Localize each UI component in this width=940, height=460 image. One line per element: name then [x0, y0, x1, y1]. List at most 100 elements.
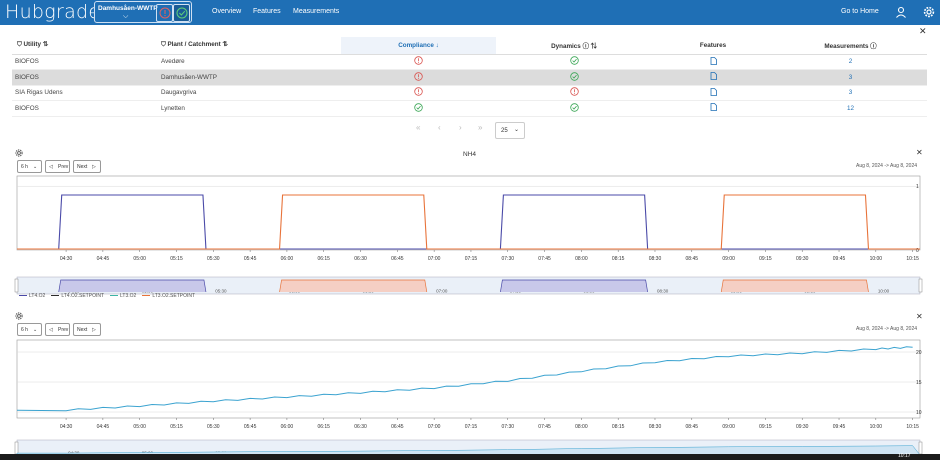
user-icon[interactable] [895, 6, 907, 18]
close-chart-icon[interactable]: ✕ [916, 312, 923, 321]
sort-icon[interactable]: ⇅ [222, 41, 229, 49]
cell-features[interactable] [652, 69, 774, 86]
cell-compliance[interactable] [341, 54, 496, 70]
column-header-utility[interactable]: ⛉ Utility ⇅ [12, 37, 158, 55]
y-tick-label: 15 [916, 380, 922, 386]
document-icon[interactable] [710, 103, 717, 112]
y-tick-label: 10 [916, 410, 922, 416]
cell-measurements[interactable]: 2 [774, 54, 927, 70]
legend-item[interactable]: LT3.O2.SETPOINT [142, 293, 195, 299]
window-select[interactable]: 6 h ⌄ [17, 160, 42, 173]
x-tick-label: 07:15 [465, 256, 478, 262]
info-icon[interactable]: ⓘ [870, 42, 877, 50]
navigator-tick-label: 07:00 [436, 289, 448, 294]
x-tick-label: 05:00 [133, 256, 146, 262]
filter-icon[interactable]: ⛉ [161, 41, 166, 49]
cell-plant: Avedøre [158, 54, 341, 70]
next-page-button[interactable]: › [459, 123, 462, 132]
measurements-count-link[interactable]: 12 [846, 104, 854, 112]
prev-button[interactable]: ◁ Prev [45, 160, 70, 173]
last-page-button[interactable]: » [478, 123, 483, 132]
measurements-count-link[interactable]: 3 [848, 73, 853, 81]
cell-plant: Lynetten [158, 100, 341, 117]
cell-compliance[interactable] [341, 100, 496, 117]
check-circle-icon [569, 103, 579, 112]
column-header-compliance[interactable]: Compliance ↓ [341, 37, 496, 55]
first-page-button[interactable]: « [416, 123, 421, 132]
chevron-right-icon: ▷ [92, 327, 96, 333]
legend-item[interactable]: LT4.O2.SETPOINT [51, 293, 104, 299]
table-row[interactable]: BIOFOS Lynetten 12 [12, 100, 927, 117]
x-tick-label: 06:45 [391, 424, 404, 430]
go-to-home-link[interactable]: Go to Home [841, 8, 879, 15]
next-button[interactable]: Next ▷ [73, 160, 101, 173]
page-size-select[interactable]: 25 ⌄ [495, 122, 525, 139]
check-circle-icon [176, 7, 188, 19]
nav-link-features[interactable]: Features [253, 8, 281, 15]
cell-compliance[interactable] [341, 69, 496, 86]
column-header-dynamics[interactable]: Dynamics ⓘ ⇅ [496, 37, 652, 55]
document-icon[interactable] [710, 56, 717, 65]
sort-desc-icon[interactable]: ↓ [435, 41, 439, 49]
cell-utility: BIOFOS [12, 54, 158, 70]
sort-icon[interactable]: ⇅ [590, 42, 597, 50]
x-tick-label: 10:00 [870, 256, 883, 262]
gear-icon[interactable] [15, 149, 23, 157]
date-range: Aug 8, 2024 -> Aug 8, 2024 [856, 326, 918, 332]
line-chart-2[interactable]: 20 15 10 04:30 04:45 05:00 05:15 05:30 05:45 06:0… [0, 334, 940, 454]
info-icon[interactable]: ⓘ [582, 42, 589, 50]
gear-icon[interactable] [15, 312, 23, 320]
cell-features[interactable] [652, 54, 774, 70]
prev-button[interactable]: ◁ Prev [45, 323, 70, 336]
y-tick-label: 20 [916, 350, 922, 356]
cell-measurements[interactable]: 3 [774, 69, 927, 86]
filter-icon[interactable]: ⛉ [17, 41, 22, 49]
navigator-handle-right [918, 441, 923, 454]
cell-measurements[interactable]: 12 [774, 100, 927, 117]
table-row[interactable]: BIOFOS Avedøre 2 [12, 54, 927, 70]
gear-icon[interactable] [923, 6, 935, 18]
cell-features[interactable] [652, 85, 774, 101]
nav-link-overview[interactable]: Overview [212, 8, 242, 15]
measurements-count-link[interactable]: 2 [848, 58, 853, 66]
cell-features[interactable] [652, 100, 774, 117]
next-button[interactable]: Next ▷ [73, 323, 101, 336]
cell-dynamics[interactable] [496, 69, 652, 86]
chevron-down-icon[interactable]: ⌵ [123, 13, 129, 20]
x-tick-label: 09:30 [796, 424, 809, 430]
x-tick-label: 08:45 [686, 256, 699, 262]
measurements-count-link[interactable]: 3 [848, 89, 853, 97]
column-header-measurements: Measurements ⓘ [774, 37, 927, 55]
window-select[interactable]: 6 h ⌄ [17, 323, 42, 336]
series-line [16, 346, 913, 412]
compliance-filter-button[interactable] [156, 4, 173, 22]
app-logo[interactable]: Hubgrade [5, 1, 101, 23]
nav-link-measurements[interactable]: Measurements [293, 8, 340, 15]
cell-measurements[interactable]: 3 [774, 85, 927, 101]
cell-utility: BIOFOS [12, 100, 158, 117]
close-table-panel-icon[interactable]: ✕ [919, 26, 927, 36]
dynamics-filter-button[interactable] [173, 4, 190, 22]
legend-label: LT3.O2.SETPOINT [152, 293, 196, 299]
close-chart-icon[interactable]: ✕ [916, 148, 923, 157]
document-icon[interactable] [710, 72, 717, 81]
legend-item[interactable]: LT4.O2 [19, 293, 45, 299]
plant-selector[interactable]: Damhusåen-WWTP ⌵ [94, 1, 192, 23]
prev-page-button[interactable]: ‹ [438, 123, 441, 132]
legend-item[interactable]: LT3.O2 [110, 293, 136, 299]
x-tick-label: 06:00 [281, 424, 294, 430]
cell-dynamics[interactable] [496, 85, 652, 101]
sort-icon[interactable]: ⇅ [42, 41, 49, 49]
column-header-plant[interactable]: ⛉ Plant / Catchment ⇅ [158, 37, 341, 55]
cell-dynamics[interactable] [496, 54, 652, 70]
x-tick-label: 09:30 [796, 256, 809, 262]
table-row[interactable]: SIA Rigas Udens Daugavgriva 3 [12, 85, 927, 101]
column-header-features: Features [652, 37, 774, 55]
cell-dynamics[interactable] [496, 100, 652, 117]
table-row[interactable]: BIOFOS Damhusåen-WWTP 3 [12, 69, 927, 86]
document-icon[interactable] [710, 87, 717, 96]
cell-compliance[interactable] [341, 85, 496, 101]
navigator-series [58, 279, 207, 293]
x-tick-label: 09:15 [759, 256, 772, 262]
nh4-chart[interactable]: 1 0 04:30 04:45 05:00 05:15 05:30 05:45 06:00 06:… [0, 170, 940, 302]
